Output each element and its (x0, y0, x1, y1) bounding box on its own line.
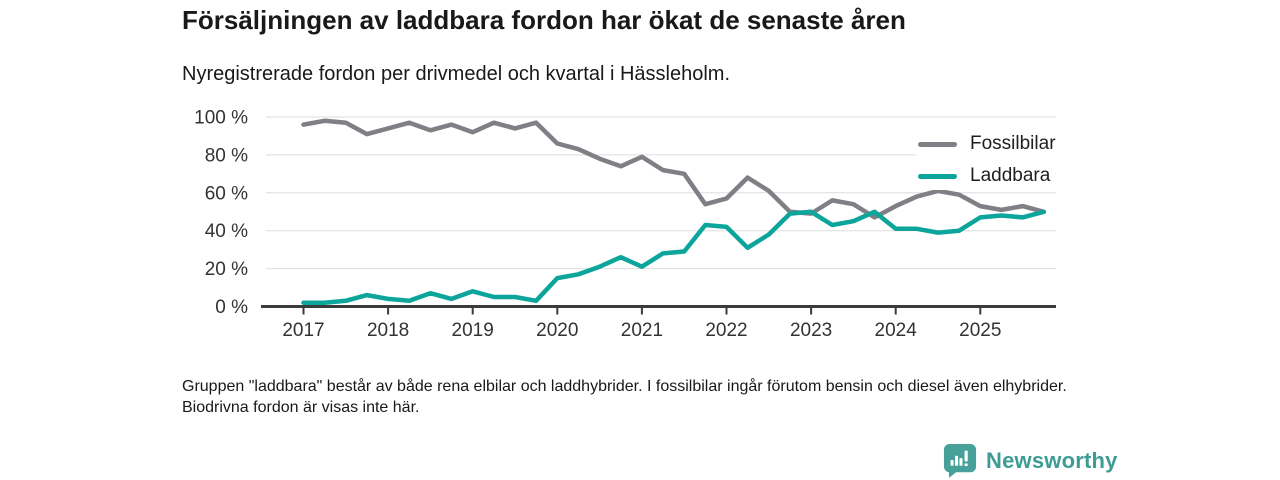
y-axis-tick-label: 20 % (205, 259, 248, 280)
legend-item-fossilbilar: Fossilbilar (918, 133, 1056, 155)
legend-item-laddbara: Laddbara (918, 165, 1056, 187)
x-axis-tick-label: 2021 (621, 320, 663, 341)
bar-chart-badge-icon (943, 443, 977, 478)
y-axis-tick-label: 60 % (205, 183, 248, 204)
laddbara-line (301, 209, 1047, 305)
legend-label: Fossilbilar (970, 133, 1056, 154)
x-axis-tick-label: 2019 (452, 320, 494, 341)
chart-subtitle: Nyregistrerade fordon per drivmedel och … (182, 63, 731, 85)
x-axis-tick-label: 2025 (959, 320, 1001, 341)
fossilbilar-line (301, 118, 1047, 220)
y-axis-tick-label: 100 % (194, 108, 248, 129)
logo-wordmark: Newsworthy (986, 447, 1118, 473)
x-axis-tick-label: 2018 (367, 320, 409, 341)
newsworthy-logo: Newsworthy (943, 443, 1118, 478)
x-axis-tick-label: 2024 (875, 320, 918, 341)
x-axis-tick-label: 2020 (536, 320, 578, 341)
y-axis-tick-label: 40 % (205, 221, 248, 242)
y-axis-tick-label: 0 % (215, 297, 248, 318)
x-axis-tick-label: 2022 (705, 320, 747, 341)
legend-label: Laddbara (970, 165, 1051, 186)
x-axis-tick-label: 2017 (282, 320, 324, 341)
fossilbilar-swatch-icon (918, 141, 957, 147)
x-axis-tick-label: 2023 (790, 320, 832, 341)
laddbara-swatch-icon (918, 173, 957, 179)
chart-legend: Fossilbilar Laddbara (916, 130, 1064, 190)
y-axis-tick-label: 80 % (205, 145, 248, 166)
page-title: Försäljningen av laddbara fordon har öka… (182, 5, 906, 35)
chart-footnote: Gruppen "laddbara" består av både rena e… (182, 378, 1067, 416)
